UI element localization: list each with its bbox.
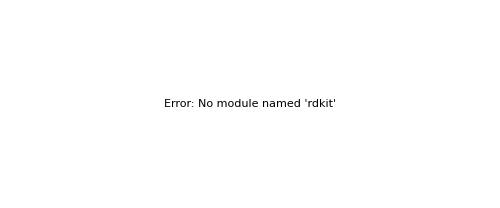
Text: Error: No module named 'rdkit': Error: No module named 'rdkit'	[164, 99, 336, 109]
